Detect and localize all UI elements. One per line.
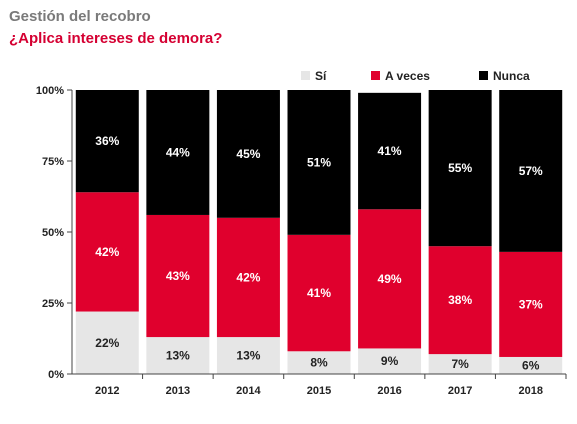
bar-segment-nunca: [287, 90, 351, 235]
x-tick-label: 2015: [307, 385, 331, 397]
bar-segment-aveces: [216, 217, 280, 338]
data-label-nunca: 57%: [519, 164, 543, 178]
legend-swatch-nunca: [479, 71, 488, 80]
bar-segment-aveces: [499, 251, 563, 357]
data-label-aveces: 41%: [307, 286, 331, 300]
legend-label-nunca: Nunca: [493, 69, 530, 83]
bar-segment-nunca: [146, 90, 210, 215]
y-tick-label: 0%: [48, 369, 64, 381]
legend-swatch-aveces: [371, 71, 380, 80]
data-label-si: 9%: [381, 354, 399, 368]
data-label-nunca: 45%: [236, 147, 260, 161]
data-label-si: 22%: [95, 336, 119, 350]
x-tick-label: 2012: [95, 385, 119, 397]
data-label-nunca: 51%: [307, 155, 331, 169]
data-label-aveces: 42%: [236, 270, 260, 284]
data-label-si: 13%: [236, 349, 260, 363]
data-label-nunca: 55%: [448, 161, 472, 175]
bar-segment-si: [358, 348, 422, 374]
bar-segment-nunca: [499, 90, 563, 252]
chart-title: Gestión del recobro: [9, 8, 151, 25]
legend-swatch-si: [301, 71, 310, 80]
bar-segment-nunca: [216, 90, 280, 218]
y-tick-label: 50%: [42, 227, 64, 239]
data-label-si: 7%: [451, 357, 469, 371]
bar-segment-nunca: [75, 90, 139, 193]
bar-segment-aveces: [75, 192, 139, 312]
x-tick-label: 2016: [377, 385, 401, 397]
x-tick-label: 2018: [518, 385, 542, 397]
data-label-aveces: 37%: [519, 297, 543, 311]
bar-segment-si: [287, 351, 351, 374]
legend-label-aveces: A veces: [385, 69, 430, 83]
bar-segment-aveces: [146, 214, 210, 338]
bar-segment-si: [216, 337, 280, 374]
data-label-aveces: 42%: [95, 245, 119, 259]
data-label-aveces: 49%: [378, 272, 402, 286]
y-tick-label: 25%: [42, 298, 64, 310]
bar-segment-aveces: [358, 209, 422, 349]
bar-segment-si: [75, 311, 139, 374]
bar-segment-aveces: [287, 234, 351, 352]
y-tick-label: 75%: [42, 156, 64, 168]
bar-segment-si: [428, 354, 492, 374]
data-label-aveces: 38%: [448, 293, 472, 307]
bar-segment-si: [499, 356, 563, 374]
bar-segment-aveces: [428, 246, 492, 355]
data-label-aveces: 43%: [166, 269, 190, 283]
x-tick-label: 2013: [166, 385, 190, 397]
data-label-nunca: 41%: [378, 144, 402, 158]
bar-segment-nunca: [428, 90, 492, 247]
data-label-nunca: 44%: [166, 145, 190, 159]
x-tick-label: 2017: [448, 385, 472, 397]
data-label-si: 8%: [310, 356, 328, 370]
legend-label-si: Sí: [315, 69, 327, 83]
data-label-nunca: 36%: [95, 134, 119, 148]
data-label-si: 6%: [522, 358, 540, 372]
chart-subtitle: ¿Aplica intereses de demora?: [9, 30, 223, 47]
x-tick-label: 2014: [236, 385, 261, 397]
y-tick-label: 100%: [36, 85, 64, 97]
bar-segment-nunca: [358, 92, 422, 210]
data-label-si: 13%: [166, 349, 190, 363]
bar-segment-si: [146, 337, 210, 374]
